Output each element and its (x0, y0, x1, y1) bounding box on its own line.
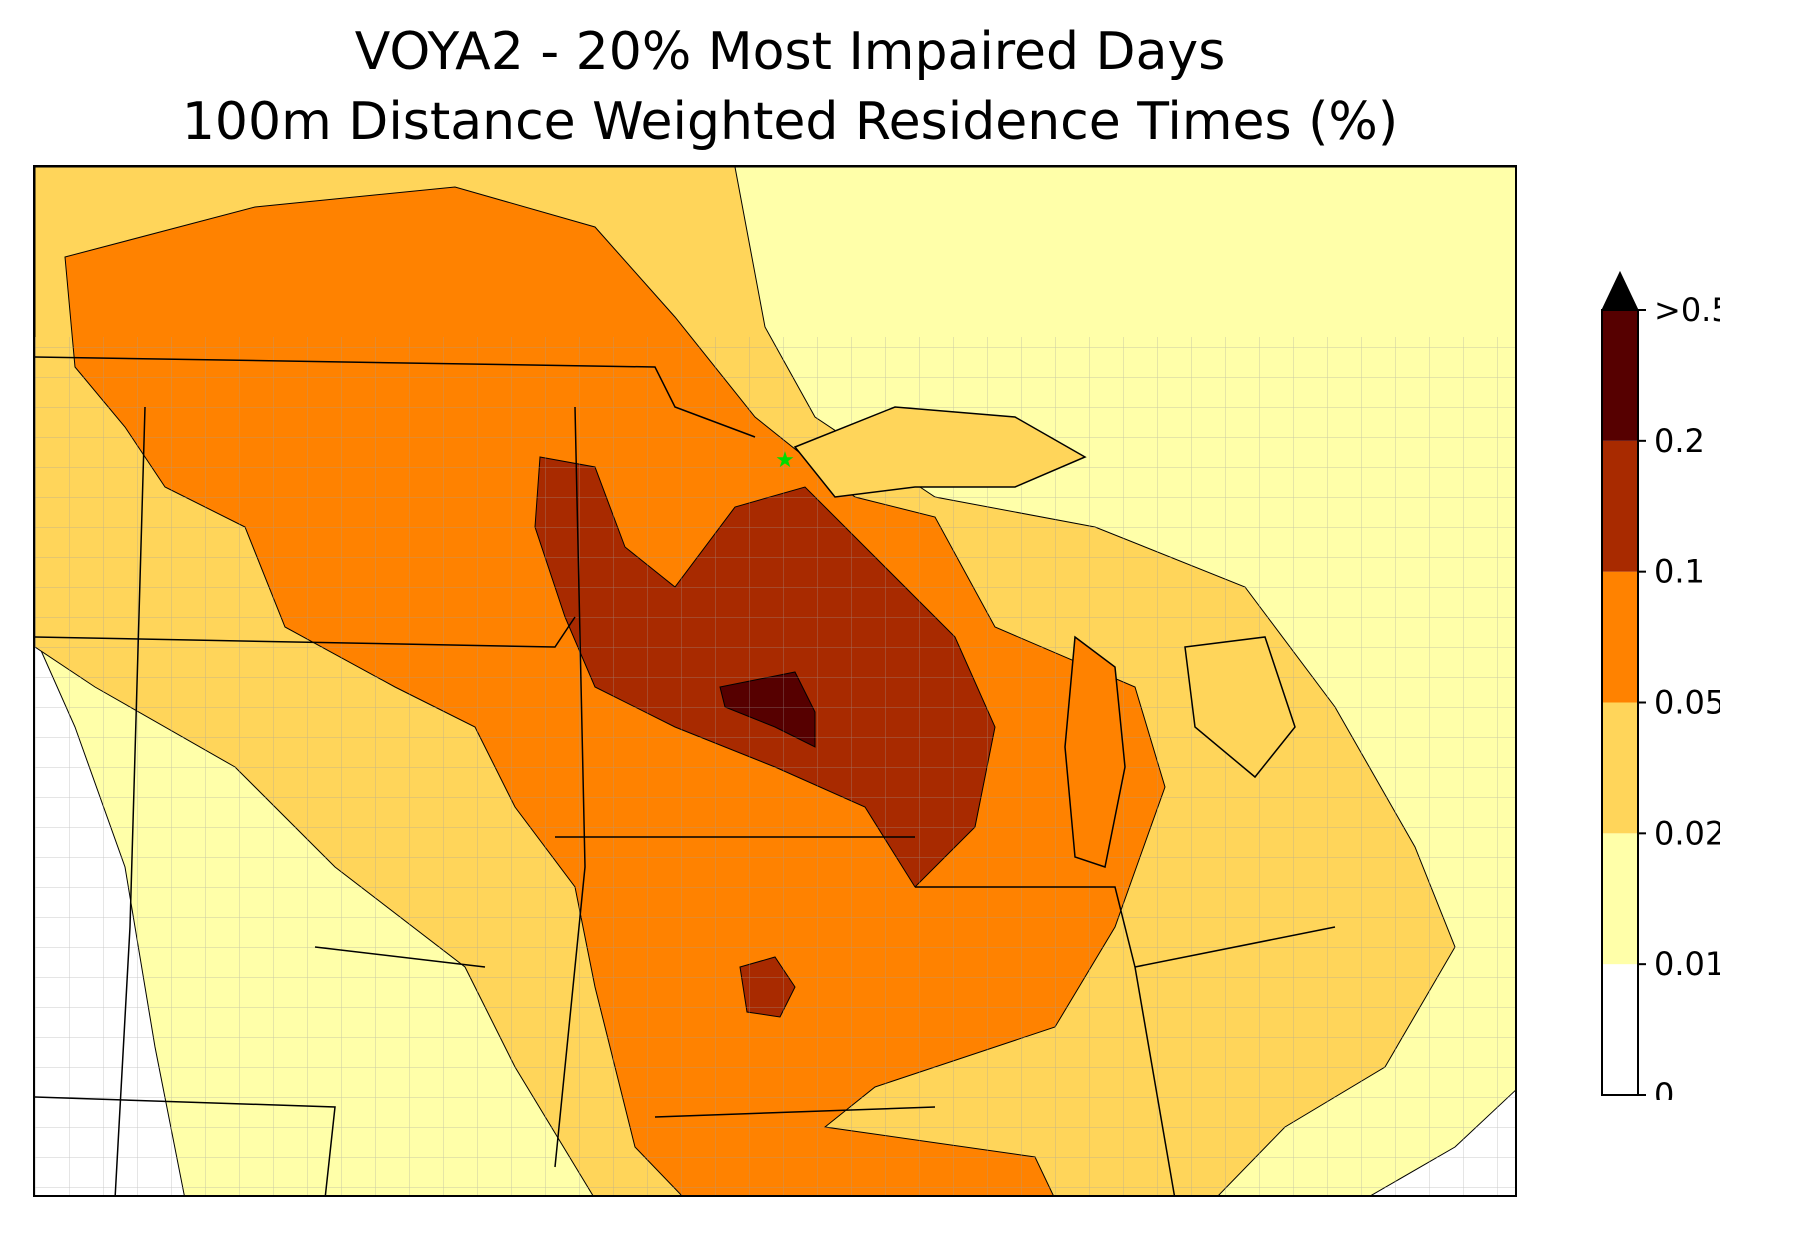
colorbar-extend-arrow (1601, 270, 1639, 311)
lake-superior (793, 406, 1087, 498)
colorbar-tick-label: 0.02 (1654, 814, 1720, 852)
colorbar-band (1602, 833, 1638, 965)
colorbar: 0 0.01 0.02 0.05 0.1 0.2 >0.5 (1601, 270, 1720, 1100)
colorbar-tick-label: >0.5 (1654, 291, 1720, 329)
lake-michigan (1064, 635, 1126, 868)
receptor-star-icon: ★ (775, 448, 795, 473)
colorbar-tick-label: 0.05 (1654, 684, 1720, 722)
colorbar-band (1602, 440, 1638, 572)
county-boundaries (35, 337, 1515, 1195)
colorbar-band (1602, 964, 1638, 1095)
colorbar-band (1602, 310, 1638, 441)
colorbar-tick-label: 0 (1654, 1076, 1674, 1100)
colorbar-tick-label: 0.01 (1654, 945, 1720, 983)
map-frame: ★ (33, 165, 1517, 1197)
colorbar-band (1602, 571, 1638, 703)
colorbar-tick-label: 0.1 (1654, 553, 1705, 591)
title-line-1: VOYA2 - 20% Most Impaired Days (354, 22, 1226, 82)
title-line-2: 100m Distance Weighted Residence Times (… (181, 92, 1399, 152)
state-boundaries (35, 356, 1336, 1195)
colorbar-tick-label: 0.2 (1654, 422, 1705, 460)
lake-huron (1184, 636, 1296, 779)
great-lakes (793, 406, 1296, 868)
colorbar-band (1602, 702, 1638, 834)
residence-time-map: ★ (35, 167, 1515, 1195)
